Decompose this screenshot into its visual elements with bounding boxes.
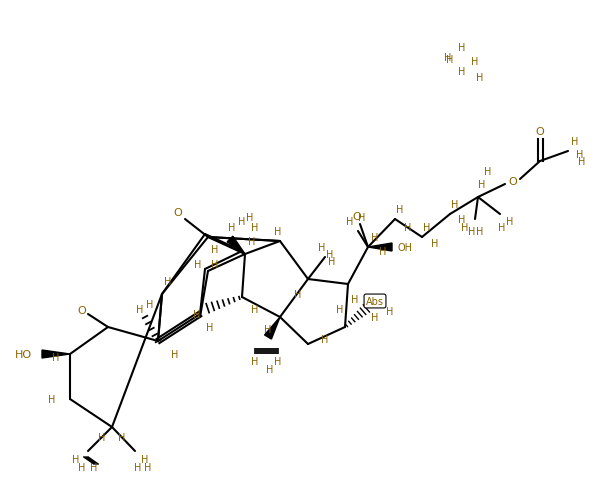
Text: H: H: [274, 226, 282, 237]
Text: H: H: [506, 217, 514, 226]
Text: H: H: [431, 239, 439, 248]
Text: H: H: [119, 432, 126, 442]
Text: H: H: [326, 249, 334, 260]
Text: H: H: [476, 73, 484, 83]
Text: H: H: [347, 217, 354, 226]
Text: H: H: [251, 223, 258, 232]
Text: H: H: [248, 237, 256, 246]
Text: O: O: [78, 305, 86, 315]
Text: H: H: [468, 226, 475, 237]
Text: H: H: [386, 306, 394, 316]
Text: H: H: [164, 276, 171, 286]
Text: H: H: [478, 180, 486, 190]
Text: H: H: [147, 299, 154, 309]
Text: H: H: [171, 349, 179, 359]
Text: H: H: [404, 223, 412, 232]
Polygon shape: [368, 244, 392, 251]
Text: H: H: [458, 215, 466, 224]
Text: H: H: [351, 294, 359, 305]
Text: H: H: [458, 43, 466, 53]
Text: H: H: [396, 204, 404, 215]
Text: H: H: [336, 305, 344, 314]
Text: H: H: [371, 232, 379, 243]
Text: H: H: [246, 213, 254, 223]
Text: H: H: [578, 157, 586, 167]
Text: H: H: [91, 462, 98, 472]
Text: H: H: [266, 364, 274, 374]
Text: H: H: [444, 53, 452, 63]
Text: H: H: [371, 312, 379, 323]
Text: OH: OH: [398, 243, 412, 252]
Text: H: H: [423, 223, 430, 232]
Text: H: H: [274, 356, 282, 366]
Text: H: H: [321, 334, 329, 345]
Text: O: O: [509, 177, 517, 186]
Text: H: H: [134, 462, 142, 472]
Text: H: H: [328, 257, 336, 266]
Text: HO: HO: [15, 349, 32, 359]
Text: H: H: [212, 244, 219, 254]
Text: H: H: [471, 57, 478, 67]
Text: H: H: [576, 150, 584, 160]
Text: H: H: [212, 260, 219, 269]
Text: O: O: [536, 127, 544, 137]
Text: H: H: [251, 356, 258, 366]
Text: H: H: [78, 462, 86, 472]
Text: H: H: [476, 226, 484, 237]
Text: H: H: [52, 352, 60, 362]
Text: O: O: [353, 212, 361, 222]
Text: H: H: [461, 223, 469, 232]
Text: H: H: [294, 289, 302, 299]
Text: H: H: [48, 394, 56, 404]
Text: H: H: [358, 213, 365, 223]
Text: H: H: [251, 305, 258, 314]
Text: H: H: [572, 137, 579, 147]
Text: H: H: [446, 55, 454, 65]
Text: H: H: [238, 217, 246, 226]
Text: H: H: [264, 325, 272, 334]
Text: H: H: [458, 67, 466, 77]
Text: H: H: [141, 454, 149, 464]
Text: H: H: [499, 223, 506, 232]
Text: H: H: [136, 305, 143, 314]
Text: Abs: Abs: [366, 296, 384, 306]
Text: H: H: [72, 454, 80, 464]
Text: H: H: [451, 200, 458, 209]
Polygon shape: [227, 237, 245, 254]
Text: H: H: [195, 260, 202, 269]
Polygon shape: [264, 317, 280, 339]
Text: H: H: [98, 432, 106, 442]
Text: H: H: [229, 223, 236, 232]
Text: H: H: [193, 309, 201, 319]
Text: H: H: [144, 462, 151, 472]
Text: H: H: [206, 323, 213, 332]
Text: H: H: [379, 246, 387, 257]
Text: O: O: [174, 207, 182, 218]
Text: H: H: [319, 243, 326, 252]
Polygon shape: [42, 350, 70, 358]
Text: H: H: [485, 167, 492, 177]
